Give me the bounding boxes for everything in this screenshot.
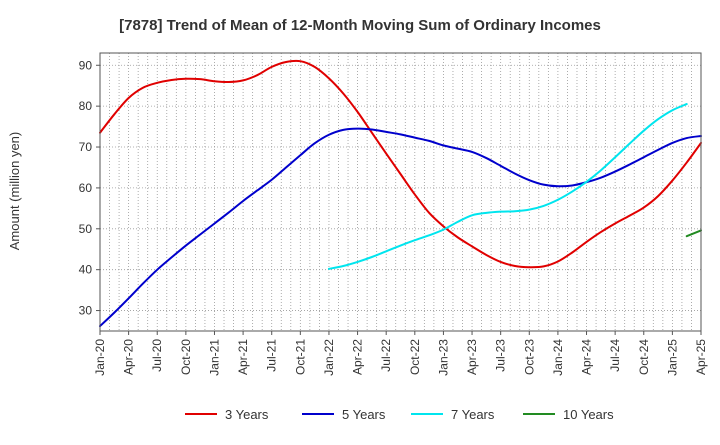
plot-area-frame (99, 52, 702, 332)
x-tick-label: Jul-20 (150, 339, 164, 372)
y-tick-label: 40 (79, 263, 93, 277)
x-tick-label: Jan-22 (322, 339, 336, 376)
series-line-10-years (685, 229, 702, 238)
legend-label-3-years: 3 Years (225, 407, 269, 422)
x-tick-label: Jul-23 (494, 339, 508, 372)
y-tick-label: 30 (79, 304, 93, 318)
chart-title: [7878] Trend of Mean of 12-Month Moving … (119, 17, 601, 34)
x-tick-label: Jul-24 (608, 339, 622, 372)
x-tick-label: Oct-24 (637, 339, 651, 375)
x-tick-label: Apr-22 (351, 339, 365, 375)
x-tick-label: Jan-23 (436, 339, 450, 376)
y-tick-label: 70 (79, 140, 93, 154)
grid (100, 53, 701, 331)
legend: 3 Years 5 Years 7 Years 10 Years (185, 407, 614, 422)
x-tick-label: Oct-23 (522, 339, 536, 375)
x-tick-label: Jan-21 (207, 339, 221, 376)
legend-label-7-years: 7 Years (451, 407, 495, 422)
series-line-5-years (99, 127, 702, 328)
x-tick-label: Apr-24 (580, 339, 594, 375)
y-axis-label: Amount (million yen) (7, 132, 22, 251)
x-tick-label: Apr-23 (465, 339, 479, 375)
x-tick-label: Apr-21 (236, 339, 250, 375)
series-line-7-years (327, 103, 688, 270)
x-tick-label: Jul-22 (379, 339, 393, 372)
x-tick-label: Jan-20 (93, 339, 107, 376)
x-tick-label: Oct-22 (408, 339, 422, 375)
x-tick-label: Oct-21 (293, 339, 307, 375)
x-tick-label: Jul-21 (265, 339, 279, 372)
x-tick-label: Apr-20 (122, 339, 136, 375)
y-tick-label: 60 (79, 181, 93, 195)
legend-label-5-years: 5 Years (342, 407, 386, 422)
x-tick-label: Apr-25 (694, 339, 708, 375)
x-tick-label: Jan-24 (551, 339, 565, 376)
y-axis-ticks: 30 40 50 60 70 80 90 (79, 58, 100, 318)
x-axis-ticks: Jan-20 Apr-20 Jul-20 Oct-20 Jan-21 Apr-21 Jul-… (93, 331, 708, 376)
y-tick-label: 90 (79, 58, 93, 72)
x-tick-label: Oct-20 (179, 339, 193, 375)
y-tick-label: 80 (79, 99, 93, 113)
x-tick-label: Jan-25 (665, 339, 679, 376)
y-tick-label: 50 (79, 222, 93, 236)
series-lines (99, 59, 702, 328)
series-line-3-years (99, 59, 702, 269)
legend-label-10-years: 10 Years (563, 407, 614, 422)
